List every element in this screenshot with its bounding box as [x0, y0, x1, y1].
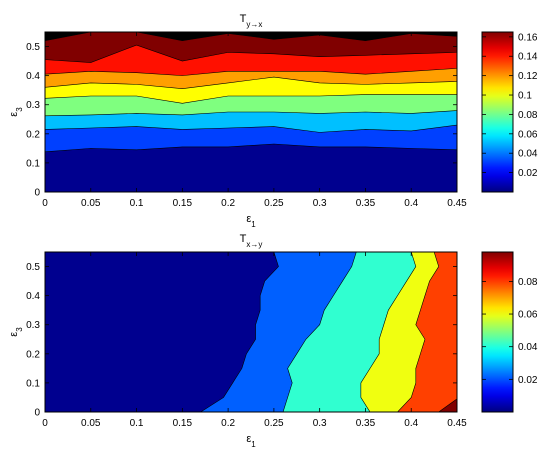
x-axis-label: ε1: [246, 213, 256, 229]
x-tick-label: 0.3: [313, 198, 327, 209]
colorbar-bar: [481, 251, 514, 413]
x-tick-label: 0.35: [356, 418, 376, 429]
colorbar-tick-label: 0.02: [518, 375, 538, 386]
y-tick-label: 0.4: [26, 291, 40, 302]
colorbar-tick-label: 0.1: [518, 91, 532, 102]
x-tick-label: 0.05: [81, 418, 101, 429]
colorbar-tick-label: 0.02: [518, 168, 538, 179]
x-tick-label: 0.25: [264, 198, 284, 209]
y-tick-label: 0.3: [26, 320, 40, 331]
y-tick-label: 0.4: [26, 71, 40, 82]
y-tick-label: 0.5: [26, 262, 40, 273]
colorbar-tick-label: 0.14: [518, 52, 538, 63]
y-axis-label: ε3: [8, 327, 24, 337]
chart-title-base: T: [240, 13, 247, 25]
y-tick-label: 0.3: [26, 100, 40, 111]
x-tick-label: 0: [42, 418, 48, 429]
chart-title-subscript: x→y: [246, 240, 262, 249]
x-tick-label: 0.1: [130, 418, 144, 429]
chart-title: Tx→y: [240, 233, 263, 249]
colorbar-tick-label: 0.08: [518, 110, 538, 121]
x-tick-label: 0.3: [313, 418, 327, 429]
chart-title-base: T: [240, 233, 247, 245]
plot-frame: [44, 31, 458, 193]
contour-fill-peak: [438, 398, 457, 412]
x-axis-label-base: ε: [246, 433, 251, 445]
colorbar-tick-label: 0.12: [518, 71, 538, 82]
chart-title-subscript: y→x: [246, 20, 262, 29]
y-axis-label: ε3: [8, 107, 24, 117]
y-axis-label-base: ε: [8, 332, 20, 337]
x-tick-label: 0.2: [221, 418, 235, 429]
x-tick-label: 0.1: [130, 198, 144, 209]
chart-panel-2: 0 0.05 0.1 0.15 0.2 0.25 0.3 0.35 0.4 0.45 0 0.1 0.2…: [8, 233, 538, 449]
colorbar-tick-label: 0.06: [518, 129, 538, 140]
x-tick-label: 0.15: [173, 198, 193, 209]
colorbar-tick-label: 0.06: [518, 310, 538, 321]
contour-fill-level-4: [397, 252, 457, 412]
y-axis-label-base: ε: [8, 112, 20, 117]
x-tick-label: 0.05: [81, 198, 101, 209]
chart-title: Ty→x: [240, 13, 263, 29]
y-tick-label: 0.5: [26, 42, 40, 53]
contour-fill-level-7: [45, 32, 457, 63]
colorbar-tick-label: 0.16: [518, 32, 538, 43]
colorbar-tick-label: 0.08: [518, 277, 538, 288]
y-tick-label: 0: [34, 408, 40, 419]
x-axis-label-subscript: 1: [251, 220, 256, 229]
x-tick-label: 0: [42, 198, 48, 209]
x-tick-label: 0.35: [356, 198, 376, 209]
y-tick-label: 0.1: [26, 158, 40, 169]
chart-panel-1: 0 0.05 0.1 0.15 0.2 0.25 0.3 0.35 0.4 0.45 0 0.1 0.2…: [8, 13, 538, 229]
x-tick-label: 0.25: [264, 418, 284, 429]
colorbar: 0.02 0.04 0.06 0.08 0.1 0.12 0.14 0.16: [481, 31, 538, 193]
contour-fill-level-8: [45, 32, 457, 42]
x-tick-label: 0.2: [221, 198, 235, 209]
colorbar-tick-label: 0.04: [518, 342, 538, 353]
x-axis-label-base: ε: [246, 213, 251, 225]
contour-area: [45, 32, 457, 192]
x-tick-label: 0.4: [404, 198, 418, 209]
colorbar: 0.02 0.04 0.06 0.08: [481, 251, 538, 413]
y-tick-label: 0.2: [26, 349, 40, 360]
plot-frame: [44, 251, 458, 413]
x-tick-label: 0.4: [404, 418, 418, 429]
colorbar-tick-label: 0.04: [518, 149, 538, 160]
contour-area: [45, 252, 457, 412]
y-tick-label: 0.1: [26, 378, 40, 389]
x-axis-label-subscript: 1: [251, 440, 256, 449]
x-tick-label: 0.45: [447, 418, 467, 429]
colorbar-bar: [481, 31, 514, 193]
x-axis-label: ε1: [246, 433, 256, 449]
x-tick-label: 0.15: [173, 418, 193, 429]
y-tick-label: 0: [34, 188, 40, 199]
y-axis-label-subscript: 3: [15, 327, 24, 332]
y-tick-label: 0.2: [26, 129, 40, 140]
x-tick-label: 0.45: [447, 198, 467, 209]
y-axis-label-subscript: 3: [15, 107, 24, 112]
